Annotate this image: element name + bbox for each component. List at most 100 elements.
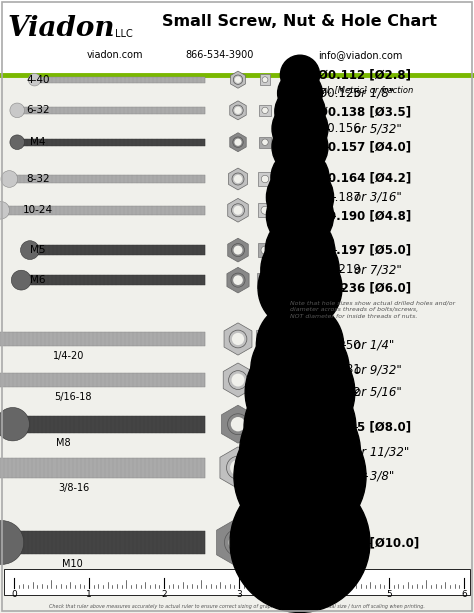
Text: or 3/16": or 3/16" <box>355 191 402 204</box>
Circle shape <box>257 535 273 550</box>
Text: info@viadon.com: info@viadon.com <box>318 50 402 60</box>
FancyBboxPatch shape <box>36 77 205 83</box>
FancyBboxPatch shape <box>19 107 205 114</box>
Circle shape <box>261 230 339 309</box>
Circle shape <box>235 107 242 114</box>
Text: Ø0.394 [Ø10.0]: Ø0.394 [Ø10.0] <box>318 536 419 549</box>
Circle shape <box>244 371 356 483</box>
Text: Ø0.281: Ø0.281 <box>318 363 365 376</box>
FancyBboxPatch shape <box>260 74 270 85</box>
Circle shape <box>271 149 329 207</box>
Text: Ø0.190 [Ø4.8]: Ø0.190 [Ø4.8] <box>318 209 411 223</box>
Polygon shape <box>231 71 246 88</box>
Text: Ø0.219: Ø0.219 <box>318 263 365 276</box>
FancyBboxPatch shape <box>253 456 277 479</box>
Polygon shape <box>227 267 249 293</box>
Text: or 5/16": or 5/16" <box>355 386 402 399</box>
Polygon shape <box>230 133 246 151</box>
Ellipse shape <box>20 241 39 259</box>
Text: Ø0.312: Ø0.312 <box>318 386 365 399</box>
Text: 1/4-20: 1/4-20 <box>53 351 84 360</box>
Circle shape <box>231 373 245 387</box>
Circle shape <box>261 276 269 284</box>
Circle shape <box>272 101 328 157</box>
Text: 6-32: 6-32 <box>26 105 50 115</box>
Text: or 9/32": or 9/32" <box>355 363 402 376</box>
Text: Decimal, [Metric] or fraction: Decimal, [Metric] or fraction <box>295 85 413 94</box>
FancyBboxPatch shape <box>24 275 205 285</box>
Circle shape <box>245 338 355 447</box>
Text: 2: 2 <box>161 590 167 599</box>
Text: Ø0.187: Ø0.187 <box>318 191 365 204</box>
Text: Ø0.112 [Ø2.8]: Ø0.112 [Ø2.8] <box>318 68 411 82</box>
Circle shape <box>233 275 243 285</box>
FancyBboxPatch shape <box>0 0 474 75</box>
Text: 4: 4 <box>311 590 317 599</box>
Circle shape <box>231 417 245 432</box>
Circle shape <box>260 375 270 386</box>
Text: Ø0.157 [Ø4.0]: Ø0.157 [Ø4.0] <box>318 140 411 154</box>
FancyBboxPatch shape <box>11 175 205 183</box>
Circle shape <box>232 333 244 345</box>
Text: 10-24: 10-24 <box>23 205 53 215</box>
Circle shape <box>256 302 344 389</box>
Circle shape <box>234 410 366 543</box>
FancyBboxPatch shape <box>8 531 205 554</box>
Circle shape <box>278 70 322 116</box>
Polygon shape <box>228 238 248 262</box>
Circle shape <box>239 391 360 512</box>
Circle shape <box>266 164 334 231</box>
Circle shape <box>235 77 241 83</box>
Circle shape <box>230 460 246 476</box>
Circle shape <box>262 107 268 113</box>
Circle shape <box>258 461 272 474</box>
FancyBboxPatch shape <box>0 332 205 346</box>
Text: 6: 6 <box>461 590 467 599</box>
Text: 866-534-3900: 866-534-3900 <box>186 50 254 60</box>
FancyBboxPatch shape <box>256 330 274 348</box>
Text: Ø0.164 [Ø4.2]: Ø0.164 [Ø4.2] <box>318 171 411 185</box>
Polygon shape <box>228 199 248 222</box>
Ellipse shape <box>0 520 24 565</box>
Text: Ø0.315 [Ø8.0]: Ø0.315 [Ø8.0] <box>318 421 411 434</box>
Text: M6: M6 <box>30 275 46 285</box>
Text: M4: M4 <box>30 137 46 147</box>
Text: viadon.com: viadon.com <box>87 50 143 60</box>
Circle shape <box>234 206 243 215</box>
Ellipse shape <box>1 170 18 188</box>
FancyBboxPatch shape <box>3 205 205 215</box>
Circle shape <box>261 246 269 254</box>
FancyBboxPatch shape <box>259 105 271 116</box>
Circle shape <box>259 418 271 430</box>
Polygon shape <box>223 363 253 397</box>
Text: Check that ruler above measures accurately to actual ruler to ensure correct siz: Check that ruler above measures accurate… <box>49 604 425 609</box>
FancyBboxPatch shape <box>258 203 272 218</box>
Circle shape <box>228 533 247 552</box>
Text: or 7/32": or 7/32" <box>355 263 402 276</box>
FancyBboxPatch shape <box>258 172 272 186</box>
FancyBboxPatch shape <box>19 139 205 146</box>
Circle shape <box>262 139 268 145</box>
Ellipse shape <box>28 74 41 86</box>
FancyBboxPatch shape <box>255 371 274 389</box>
Text: 1: 1 <box>86 590 92 599</box>
Text: Ø0.375: Ø0.375 <box>318 470 365 483</box>
FancyBboxPatch shape <box>257 273 273 287</box>
Text: M5: M5 <box>30 245 46 255</box>
Text: 8-32: 8-32 <box>26 174 50 184</box>
Text: or 5/32": or 5/32" <box>355 122 402 135</box>
Circle shape <box>230 473 370 612</box>
Text: or 1/4": or 1/4" <box>355 338 395 352</box>
Polygon shape <box>221 405 255 443</box>
Text: 0: 0 <box>11 590 17 599</box>
Polygon shape <box>217 518 259 567</box>
Polygon shape <box>224 323 252 355</box>
Ellipse shape <box>10 135 25 150</box>
FancyBboxPatch shape <box>4 569 470 595</box>
FancyBboxPatch shape <box>32 245 205 255</box>
Ellipse shape <box>11 270 31 290</box>
Ellipse shape <box>0 202 9 219</box>
Circle shape <box>275 86 325 137</box>
FancyBboxPatch shape <box>0 458 205 478</box>
Text: M8: M8 <box>56 438 71 447</box>
